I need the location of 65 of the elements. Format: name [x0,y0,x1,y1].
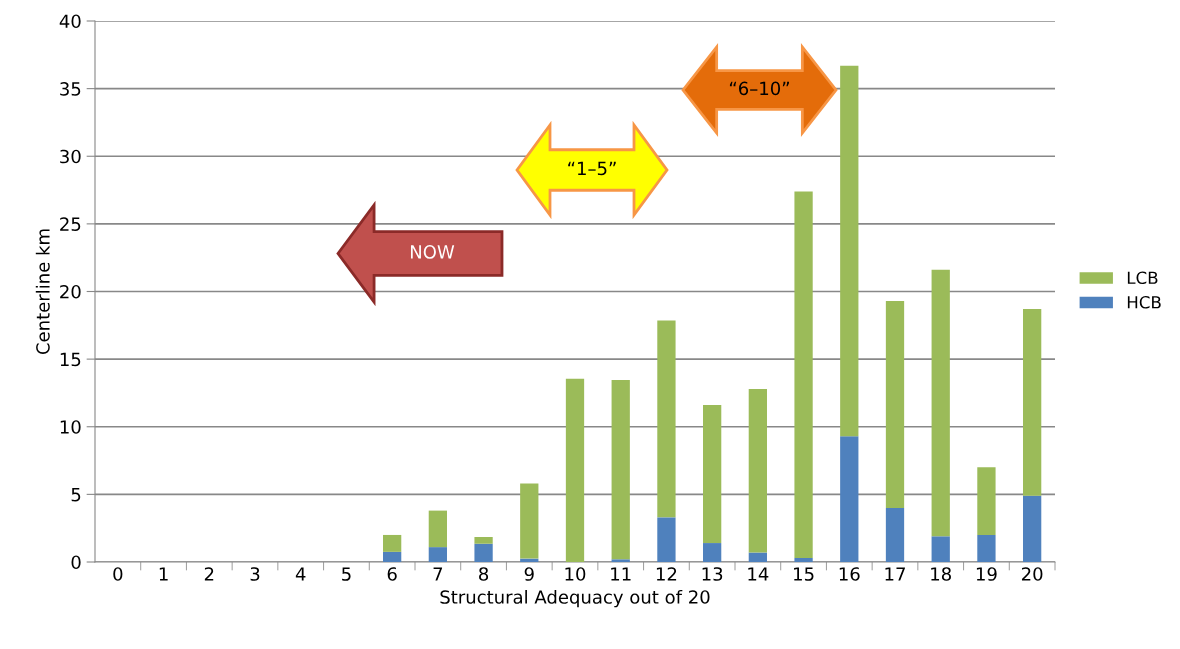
bar [977,467,996,535]
bar [565,378,585,562]
legend-label: LCB [1127,271,1158,285]
bar [931,269,950,537]
bar [428,510,447,548]
bar [885,507,905,562]
y-tick-label: 5 [71,488,81,502]
bar [885,300,905,508]
x-tick-label: 20 [1021,567,1043,581]
x-tick-label: 13 [702,567,723,581]
x-tick-label: 10 [565,567,586,581]
y-tick-label: 10 [60,420,81,434]
x-tick-label: 9 [524,567,534,581]
x-tick-label: 17 [885,567,905,581]
annotation: NOW [410,245,455,259]
bar [703,543,722,562]
bar [1023,309,1042,496]
bar [794,557,813,562]
bar [657,320,676,518]
y-axis-title: Centerline km [35,229,50,355]
y-tick-label: 20 [60,284,81,299]
x-tick-label: 8 [479,567,489,581]
y-tick-label: 0 [71,555,81,570]
x-tick-label: 15 [794,567,814,581]
x-tick-label: 0 [113,567,123,581]
bar [703,405,722,544]
y-tick-label: 15 [60,352,81,367]
bar [748,552,767,562]
bar [748,388,767,553]
bar [474,536,493,544]
bar [794,191,813,558]
bar [611,559,630,562]
bar [840,436,859,562]
x-tick-label: 3 [250,567,260,581]
bar [520,483,539,559]
x-tick-label: 16 [839,567,860,581]
annotation: “1–5” [568,161,616,176]
x-axis-title: Structural Adequacy out of 20 [440,589,710,608]
legend-label: HCB [1127,295,1161,309]
y-tick-label: 35 [60,82,81,96]
bar [1023,495,1042,562]
x-tick-label: 1 [159,567,168,581]
x-tick-label: 5 [342,567,351,581]
x-tick-label: 6 [387,567,397,581]
x-tick-label: 18 [931,567,951,581]
x-tick-label: 7 [433,567,443,581]
x-tick-label: 11 [611,567,631,581]
bar [840,65,859,437]
x-tick-label: 19 [976,567,997,581]
x-tick-label: 12 [656,567,677,581]
bar [977,534,996,562]
annotation: “6–10” [729,81,789,96]
bar [611,380,630,560]
x-tick-label: 2 [204,567,214,581]
y-tick-label: 30 [60,149,81,164]
bar [383,534,402,552]
bar [428,547,447,562]
bar [383,551,402,562]
bar [657,517,676,562]
x-tick-label: 14 [748,567,769,581]
y-tick-label: 40 [59,14,81,29]
y-tick-label: 25 [60,217,81,231]
x-tick-label: 4 [295,567,306,581]
bar [474,543,493,562]
bar [931,536,950,562]
